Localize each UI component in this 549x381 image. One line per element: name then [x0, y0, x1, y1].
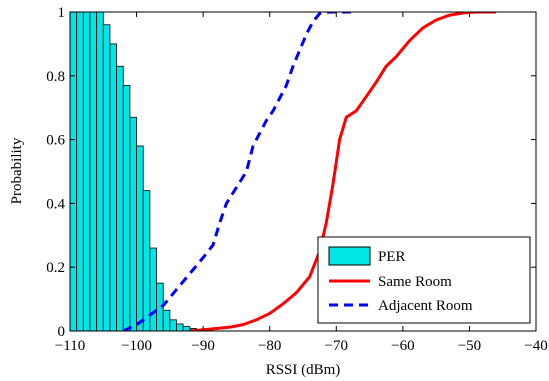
per-bar — [182, 326, 191, 331]
per-bar — [82, 12, 91, 331]
legend-label: Adjacent Room — [378, 298, 473, 314]
y-tick-label: 0.8 — [46, 69, 65, 85]
x-tick-label: −80 — [258, 338, 281, 354]
per-bar — [169, 319, 177, 331]
per-bar — [162, 309, 171, 331]
per-bar — [70, 12, 78, 331]
x-tick-label: −50 — [458, 338, 481, 354]
per-bar — [149, 247, 157, 331]
x-axis-title: RSSI (dBm) — [266, 362, 341, 378]
axis-ticks: −110 −100 −90 −80 −70 −60 −50 −40 0 0.2 0.4 0.6 0.8 1 — [46, 5, 547, 354]
legend: PER Same Room Adjacent Room — [317, 236, 531, 324]
per-bar — [102, 24, 111, 331]
y-tick-label: 0.4 — [46, 196, 65, 212]
x-tick-label: −70 — [325, 338, 348, 354]
per-bars — [70, 12, 204, 331]
y-tick-label: 0.6 — [46, 133, 65, 149]
per-bar — [176, 323, 184, 331]
legend-label: PER — [378, 249, 406, 265]
y-tick-label: 1 — [58, 5, 66, 21]
same-room-line — [189, 12, 497, 331]
curves — [122, 12, 497, 331]
y-axis-title: Probability — [9, 137, 25, 204]
per-bar — [76, 12, 84, 331]
x-tick-label: −60 — [391, 338, 414, 354]
per-bar — [96, 12, 104, 331]
y-tick-label: 0 — [58, 324, 66, 340]
per-bar — [116, 65, 124, 331]
x-tick-label: −110 — [55, 338, 85, 354]
per-bar — [142, 190, 151, 331]
per-bar — [89, 12, 98, 331]
per-bar — [122, 84, 131, 331]
adjacent-room-line — [122, 12, 357, 331]
legend-label: Same Room — [378, 274, 452, 290]
x-tick-label: −90 — [191, 338, 214, 354]
plot-frame — [69, 11, 537, 332]
x-tick-label: −100 — [121, 338, 152, 354]
per-bar — [129, 116, 137, 331]
x-tick-label: −40 — [524, 338, 547, 354]
legend-swatch-per — [328, 246, 371, 266]
per-bar — [136, 145, 144, 331]
y-tick-label: 0.2 — [46, 260, 65, 276]
per-bar — [109, 43, 117, 331]
